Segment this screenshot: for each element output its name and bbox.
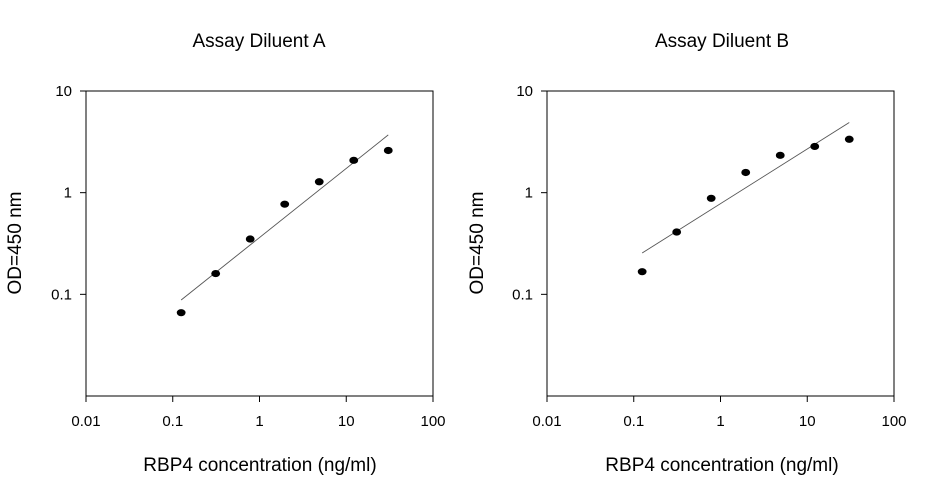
chart-b-data-point [637, 268, 647, 276]
chart-a-plot-frame [85, 90, 434, 397]
chart-a-x-tick-label: 100 [420, 413, 445, 430]
chart-a: Assay Diluent A RBP4 concentration (ng/m… [5, 31, 446, 476]
chart-a-y-axis-label: OD=450 nm [5, 192, 26, 295]
chart-b-marks [637, 122, 854, 276]
chart-a-y-tick-label: 1 [64, 185, 72, 202]
chart-b-y-tick-label: 10 [516, 83, 533, 100]
chart-a-data-point [245, 235, 255, 243]
chart-a-data-point [383, 146, 393, 155]
chart-a-data-point [211, 269, 221, 278]
chart-b-data-point [741, 168, 751, 177]
chart-b-y-tick-label: 1 [525, 185, 533, 202]
chart-b-x-tick-label: 0.01 [532, 413, 561, 430]
chart-a-x-tick-label: 10 [338, 413, 355, 430]
chart-b-title: Assay Diluent B [655, 31, 789, 52]
chart-b-y-axis-label: OD=450 nm [467, 192, 488, 295]
chart-b-plot-frame [546, 90, 895, 397]
chart-a-x-axis-label: RBP4 concentration (ng/ml) [143, 455, 376, 476]
chart-a-data-point [349, 156, 359, 164]
chart-b-x-tick-label: 100 [881, 413, 906, 430]
chart-b-ticks: 0.01 0.1 1 10 100 0.1 1 10 [512, 83, 906, 430]
chart-a-ticks: 0.01 0.1 1 10 100 0.1 1 10 [51, 83, 445, 430]
chart-a-data-point [314, 178, 324, 186]
chart-b-data-point [810, 142, 820, 151]
chart-b-x-axis-label: RBP4 concentration (ng/ml) [605, 455, 838, 476]
chart-a-title: Assay Diluent A [192, 31, 325, 52]
chart-a-y-tick-label: 10 [55, 83, 72, 100]
chart-b: Assay Diluent B RBP4 concentration (ng/m… [467, 31, 907, 476]
chart-a-x-tick-label: 0.01 [71, 413, 100, 430]
chart-a-marks [176, 134, 393, 317]
chart-b-data-point [775, 151, 785, 159]
chart-a-x-tick-label: 1 [255, 413, 263, 430]
chart-a-y-tick-label: 0.1 [51, 286, 72, 303]
chart-b-y-tick-label: 0.1 [512, 286, 533, 303]
chart-b-data-point [672, 228, 682, 236]
chart-b-data-point [844, 135, 854, 143]
chart-a-data-point [280, 200, 290, 208]
chart-b-x-tick-label: 1 [716, 413, 724, 430]
chart-b-x-tick-label: 10 [799, 413, 816, 430]
chart-b-data-point [706, 194, 716, 202]
chart-a-data-point [176, 309, 186, 317]
chart-b-x-tick-label: 0.1 [623, 413, 644, 430]
chart-a-x-tick-label: 0.1 [162, 413, 183, 430]
